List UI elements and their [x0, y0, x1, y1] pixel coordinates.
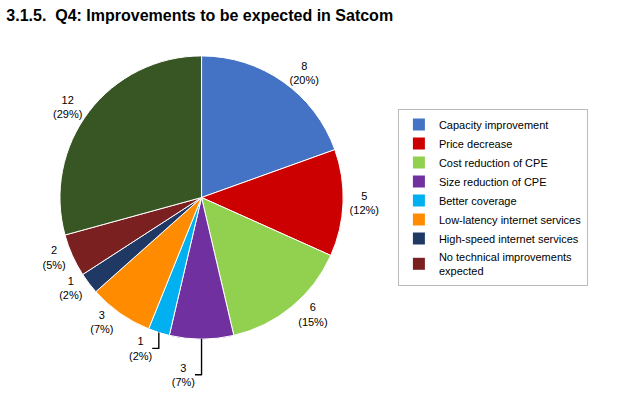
svg-text:6(15%): 6(15%) — [298, 301, 327, 327]
svg-text:Size reduction of CPE: Size reduction of CPE — [439, 176, 547, 188]
svg-text:12(29%): 12(29%) — [53, 94, 82, 120]
svg-text:Price decrease: Price decrease — [439, 138, 512, 150]
svg-text:No technical improvementsexpec: No technical improvementsexpected — [439, 251, 572, 277]
svg-text:Low-latency internet services: Low-latency internet services — [439, 214, 581, 226]
svg-text:3(7%): 3(7%) — [90, 309, 113, 335]
svg-text:High-speed internet services: High-speed internet services — [439, 233, 579, 245]
svg-text:Better coverage: Better coverage — [439, 195, 517, 207]
svg-text:1(2%): 1(2%) — [129, 335, 152, 361]
svg-text:Capacity improvement: Capacity improvement — [439, 119, 548, 131]
svg-text:1(2%): 1(2%) — [59, 275, 82, 301]
svg-text:5(12%): 5(12%) — [350, 190, 379, 216]
svg-text:8(20%): 8(20%) — [290, 60, 319, 86]
svg-text:3(7%): 3(7%) — [172, 362, 195, 388]
svg-text:Cost reduction of CPE: Cost reduction of CPE — [439, 157, 548, 169]
svg-text:2(5%): 2(5%) — [43, 244, 66, 270]
svg-text:3.1.5. Q4: Improvements to be: 3.1.5. Q4: Improvements to be expected i… — [6, 7, 393, 24]
